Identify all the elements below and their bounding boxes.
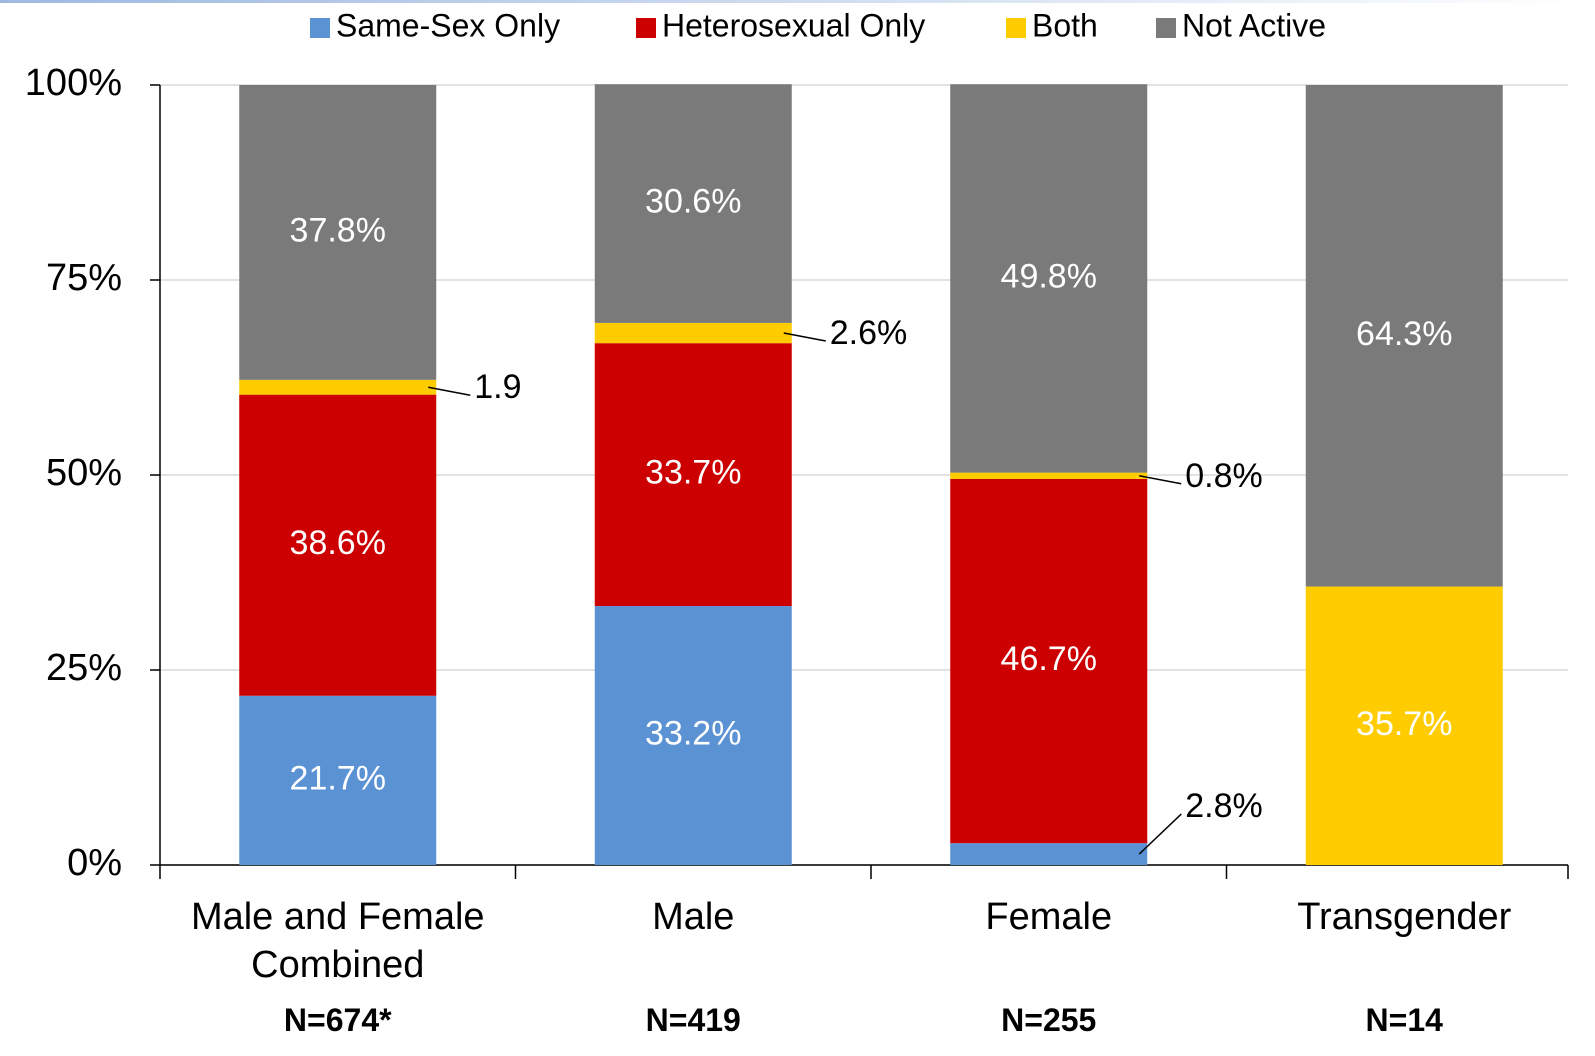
legend-swatch [1156,18,1176,38]
legend-label: Heterosexual Only [662,7,925,43]
sample-size: N=14 [1365,1002,1443,1038]
data-label: 35.7% [1356,705,1452,743]
bar-segment [239,85,437,380]
top-rule [0,0,1595,3]
legend-swatch [636,18,656,38]
legend-swatch [310,18,330,38]
bar-segment [594,343,792,607]
bar-segment [950,472,1148,479]
bar-segment [239,379,437,395]
y-tick-label: 25% [46,647,122,689]
x-tick-label: Male [652,896,735,938]
bar-segment [1305,85,1503,587]
data-label: 64.3% [1356,315,1452,353]
bar-segment [239,394,437,696]
y-tick-label: 100% [25,62,122,104]
sample-size: N=674* [283,1002,392,1038]
y-tick-label: 75% [46,257,122,299]
x-tick-label: Transgender [1297,896,1512,938]
data-label: 0.8% [1185,457,1263,495]
legend-swatch [1006,18,1026,38]
x-tick-label: Female [985,896,1113,938]
sample-size: N=255 [1001,1002,1097,1038]
legend-label: Same-Sex Only [336,7,560,43]
bar-segment [950,843,1148,865]
legend-label: Both [1032,7,1098,43]
legend-label: Not Active [1182,7,1326,43]
y-tick-label: 50% [46,452,122,494]
bar-segment [1305,586,1503,865]
x-tick-label: Male and Female Combined [190,896,485,986]
leader-line [1139,475,1182,485]
bar-segment [594,606,792,865]
data-label: 33.7% [645,454,741,492]
y-tick-label: 0% [67,842,122,884]
data-label: 21.7% [290,759,386,797]
data-label: 2.6% [830,314,908,352]
data-label: 33.2% [645,715,741,753]
data-label: 30.6% [645,183,741,221]
data-label: 49.8% [1001,257,1097,295]
bar-segment [594,322,792,344]
data-label: 2.8% [1185,787,1263,825]
leader-line [1138,813,1182,855]
leader-line [428,386,471,396]
data-label: 46.7% [1001,640,1097,678]
leader-line [783,332,826,342]
bar-segment [239,695,437,865]
sample-size: N=419 [645,1002,741,1038]
bar-segment [594,84,792,323]
data-label: 37.8% [290,211,386,249]
bar-segment [950,84,1148,473]
data-label: 1.9 [474,368,521,406]
data-label: 38.6% [290,524,386,562]
bar-segment [950,478,1148,844]
